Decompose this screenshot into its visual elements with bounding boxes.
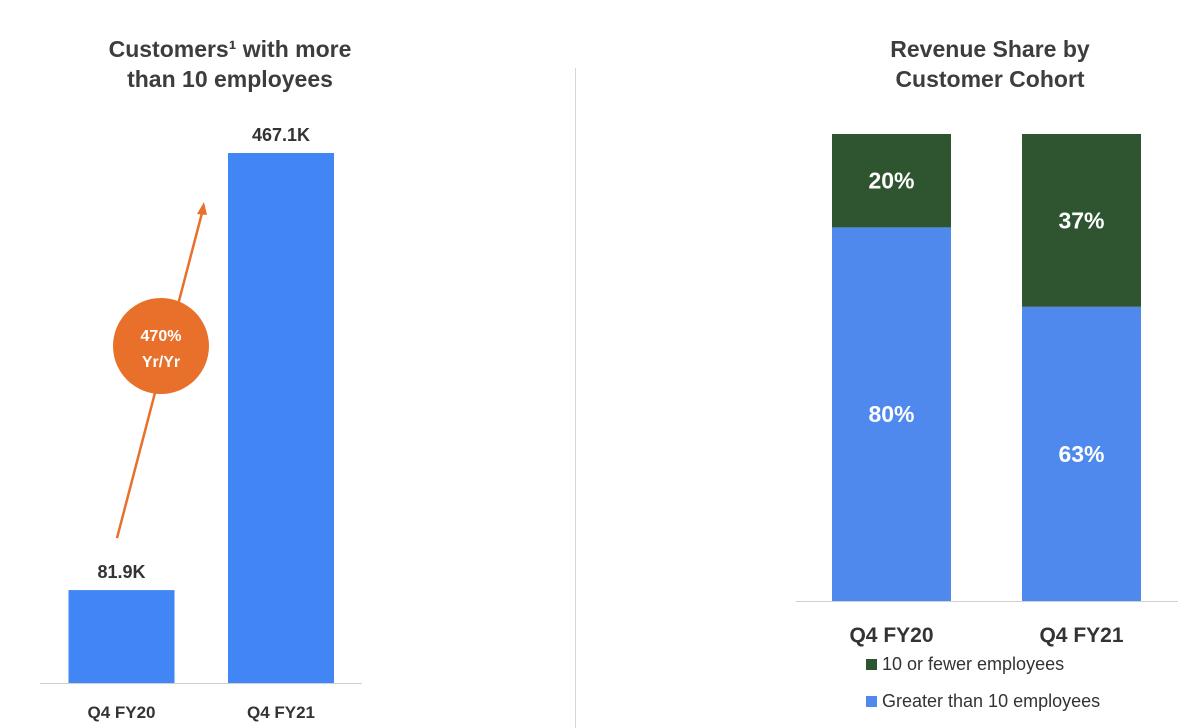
segment-0-1 [832,134,951,228]
legend-item-greater-than-10: Greater than 10 employees [866,691,1100,712]
revenue-share-stacked-chart: 80% 20% Q4 FY20 63% 37% Q4 FY21 [796,134,1178,647]
segment-label-1-1: 37% [1058,207,1104,233]
legend-swatch-greater [866,696,877,707]
segment-1-0 [1022,306,1141,601]
panel-divider [575,68,576,728]
segment-label-0-1: 20% [868,168,914,194]
chart-title-customers: Customers¹ with more than 10 employees [40,34,420,94]
growth-badge-circle [113,298,209,394]
customers-bar-chart: 81.9K Q4 FY20 467.1K Q4 FY21 470% Yr/Yr [40,125,362,722]
segment-label-1-0: 63% [1058,441,1104,467]
growth-arrow-head [197,202,207,215]
growth-badge-line-1: 470% [141,328,182,345]
x-tick-label-0: Q4 FY20 [849,624,933,647]
value-label-1: 467.1K [252,125,310,145]
x-tick-label-1: Q4 FY21 [1039,624,1123,647]
bar-1 [228,153,334,683]
growth-badge-line-2: Yr/Yr [142,354,180,371]
legend-label-fewer: 10 or fewer employees [882,654,1065,674]
segment-label-0-0: 80% [868,401,914,427]
legend-label-greater: Greater than 10 employees [882,691,1101,711]
value-label-0: 81.9K [97,562,145,582]
bar-0 [68,590,175,683]
segment-1-1 [1022,134,1141,307]
x-tick-label-0: Q4 FY20 [87,703,155,722]
legend-swatch-fewer [866,659,877,670]
x-tick-label-1: Q4 FY21 [247,703,315,722]
segment-0-0 [832,227,951,601]
title-line-2: than 10 employees [127,66,333,92]
legend-item-10-or-fewer: 10 or fewer employees [866,654,1064,675]
title-line-1: Revenue Share by [890,36,1090,62]
title-line-1: Customers¹ with more [108,36,352,62]
chart-title-revenue-share: Revenue Share by Customer Cohort [800,34,1180,94]
title-line-2: Customer Cohort [895,66,1085,92]
